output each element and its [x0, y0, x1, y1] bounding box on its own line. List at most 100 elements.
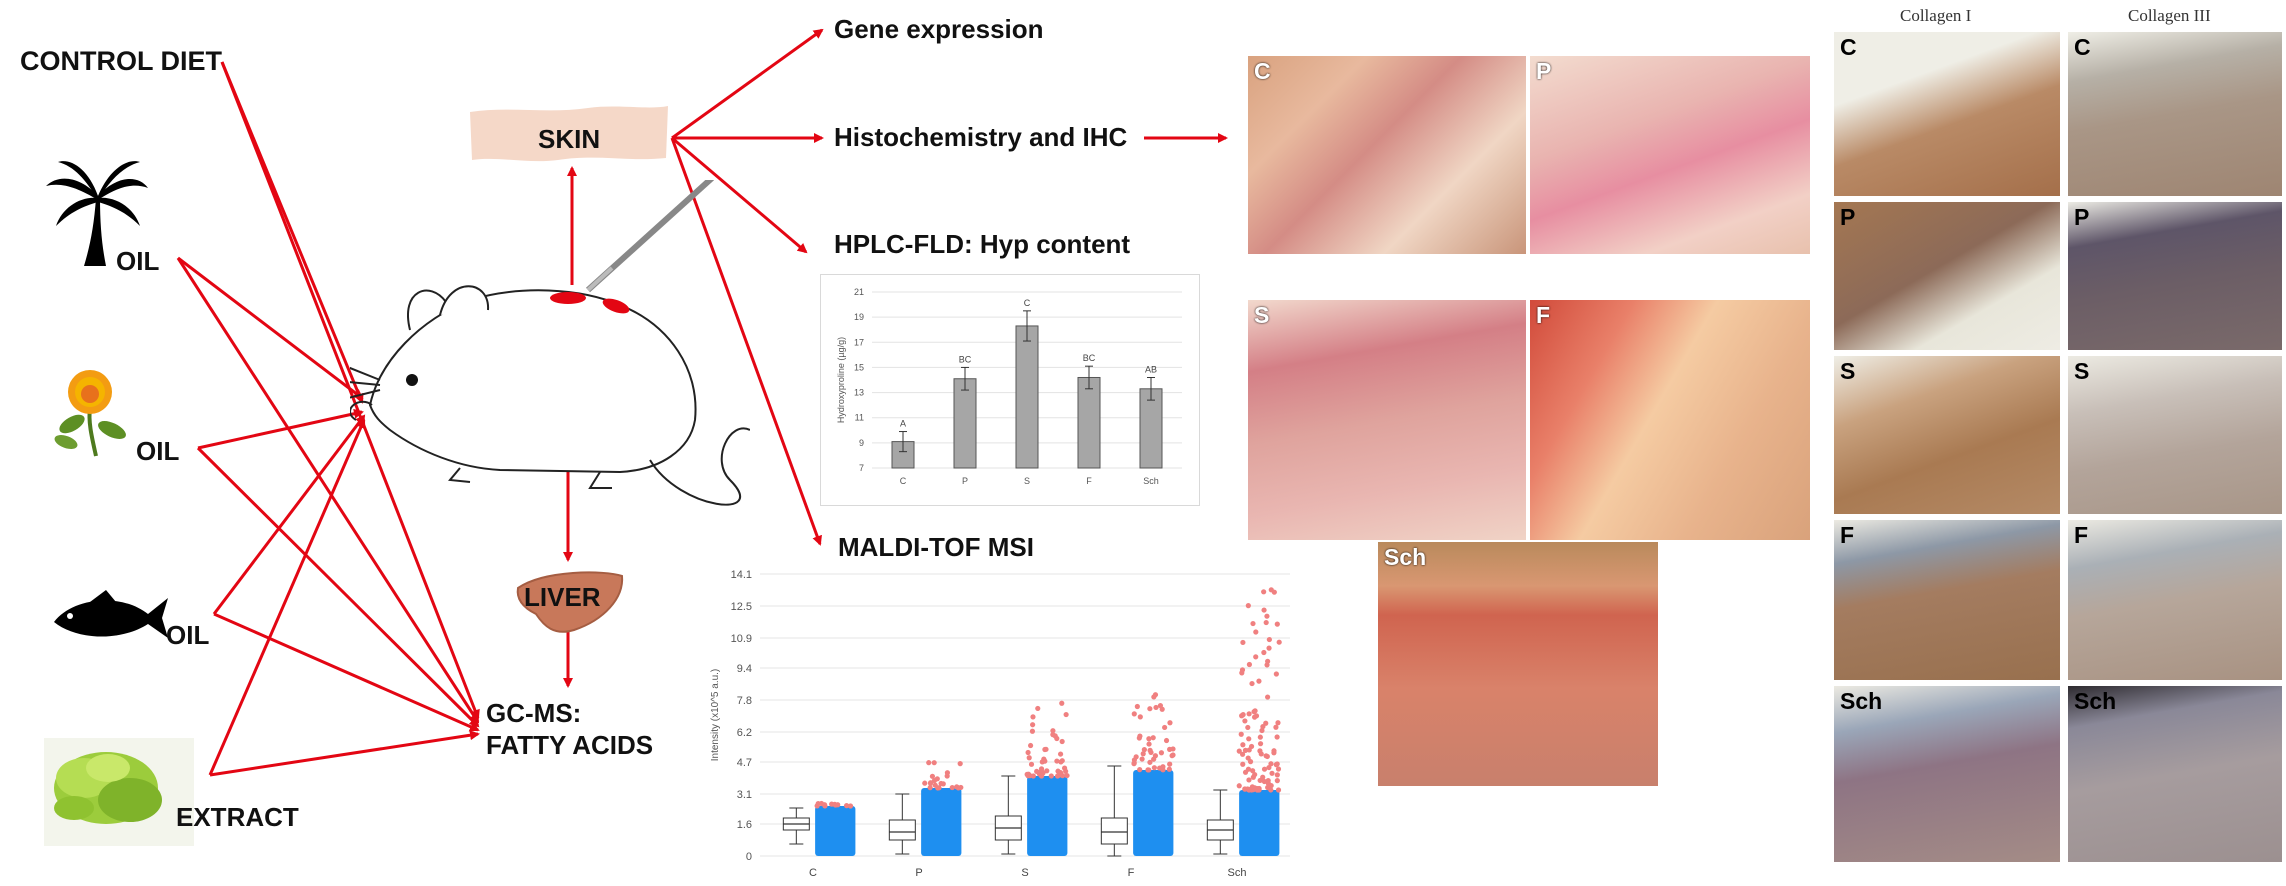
outlier-point: [1039, 759, 1045, 765]
outlier-point: [1268, 787, 1274, 793]
y-tick-label: 21: [854, 287, 864, 297]
outlier-point: [922, 780, 928, 786]
outlier-point: [1162, 724, 1168, 731]
outlier-point: [1236, 748, 1242, 754]
outlier-point: [1253, 654, 1259, 660]
outlier-point: [818, 800, 825, 807]
outlier-point: [1273, 762, 1279, 768]
outlier-point: [1137, 767, 1143, 773]
gene-expression-label: Gene expression: [834, 14, 1044, 44]
bar: [1077, 376, 1101, 469]
outlier-point: [1163, 737, 1170, 744]
outlier-point: [1266, 645, 1272, 651]
outlier-point: [1050, 732, 1056, 738]
outlier-point: [1131, 757, 1138, 763]
safflower-oil-label: OIL: [136, 436, 180, 466]
arrow-palm-gcms: [176, 257, 480, 724]
outlier-point: [1158, 750, 1165, 756]
outlier-point: [1264, 753, 1270, 760]
outlier-point: [1265, 778, 1271, 784]
collagen-i-c: C: [1834, 32, 2060, 196]
x-tick-label: C: [809, 867, 817, 879]
outlier-point: [1254, 786, 1260, 792]
histology-image-sch: Sch: [1378, 542, 1658, 786]
outlier-point: [847, 803, 854, 809]
collagen-i-header: Collagen I: [1900, 6, 1972, 25]
collagen-iii-header: Collagen III: [2128, 6, 2211, 25]
outlier-point: [1250, 768, 1256, 774]
arrow-fish-gcms: [213, 612, 480, 732]
outlier-point: [1027, 773, 1033, 779]
collagen-i-sch: Sch: [1834, 686, 2060, 862]
arrow-algae-gcms: [209, 730, 480, 777]
outlier-point: [1054, 773, 1061, 779]
outlier-point: [843, 803, 850, 809]
bar: [1139, 388, 1163, 469]
outlier-point: [1028, 761, 1035, 767]
collagen-iii-p: P: [2068, 202, 2282, 350]
arrow-safflower-mouse: [197, 408, 364, 450]
outlier-point: [949, 784, 955, 791]
outlier-point: [1253, 713, 1260, 719]
outlier-point: [1167, 761, 1173, 767]
arrow-safflower-gcms: [196, 446, 480, 728]
outlier-point: [814, 803, 820, 809]
outlier-point: [1274, 772, 1280, 778]
y-tick-label: 7: [859, 463, 864, 473]
outlier-point: [1151, 694, 1157, 700]
outlier-point: [1147, 759, 1153, 765]
outlier-point: [1063, 711, 1069, 718]
outlier-point: [1264, 662, 1270, 668]
significance-letter: BC: [1083, 353, 1096, 363]
y-tick-label: 11: [855, 413, 864, 423]
outlier-point: [1247, 759, 1254, 765]
outlier-point: [1271, 748, 1277, 754]
outlier-point: [1249, 680, 1255, 687]
outlier-point: [1252, 708, 1258, 714]
collagen-iii-c: C: [2068, 32, 2282, 196]
outlier-point: [1152, 753, 1159, 759]
outlier-point: [957, 761, 963, 767]
outlier-point: [1057, 751, 1064, 757]
outlier-point: [1268, 783, 1274, 789]
x-tick-label: F: [1128, 867, 1135, 879]
safflower-icon: [54, 370, 126, 457]
collagen-iii-f: F: [2068, 520, 2282, 680]
outlier-point: [928, 780, 934, 786]
outlier-point: [1170, 746, 1176, 752]
outlier-point: [1141, 747, 1147, 753]
hplc-chart-frame: [820, 274, 1200, 506]
outlier-point: [1246, 711, 1252, 717]
outlier-point: [1153, 704, 1159, 711]
arrow-skin-hplc: [671, 136, 808, 254]
liver-label: LIVER: [524, 582, 601, 612]
arrow-algae-mouse: [208, 418, 366, 776]
outlier-point: [1253, 629, 1259, 635]
x-tick-label: S: [1024, 476, 1030, 486]
fish-oil-label: OIL: [166, 620, 210, 650]
outlier-point: [931, 760, 937, 766]
algae-extract-label: EXTRACT: [176, 802, 299, 832]
outlier-point: [1059, 700, 1065, 706]
gcms-label-line1: GC-MS:: [486, 698, 582, 728]
outlier-point: [1239, 667, 1246, 673]
outlier-point: [1275, 787, 1282, 793]
outlier-point: [1261, 607, 1267, 613]
y-tick-label: 9: [859, 438, 864, 448]
outlier-point: [1064, 772, 1070, 779]
y-axis-label: Intensity (x10^5 a.u.): [710, 669, 721, 762]
bar: [1015, 325, 1039, 469]
algae-icon: [44, 738, 194, 846]
outlier-point: [1268, 587, 1274, 593]
outlier-point: [926, 760, 932, 766]
outlier-point: [1159, 766, 1166, 772]
outlier-point: [927, 785, 933, 791]
outlier-point: [1276, 639, 1282, 645]
outlier-point: [1239, 713, 1245, 719]
intensity-distribution: [815, 806, 856, 856]
outlier-point: [1275, 720, 1281, 726]
outlier-point: [954, 784, 960, 790]
hplc-label: HPLC-FLD: Hyp content: [834, 229, 1131, 259]
arrow-skin-gene: [671, 28, 824, 140]
skin-label: SKIN: [538, 124, 601, 154]
